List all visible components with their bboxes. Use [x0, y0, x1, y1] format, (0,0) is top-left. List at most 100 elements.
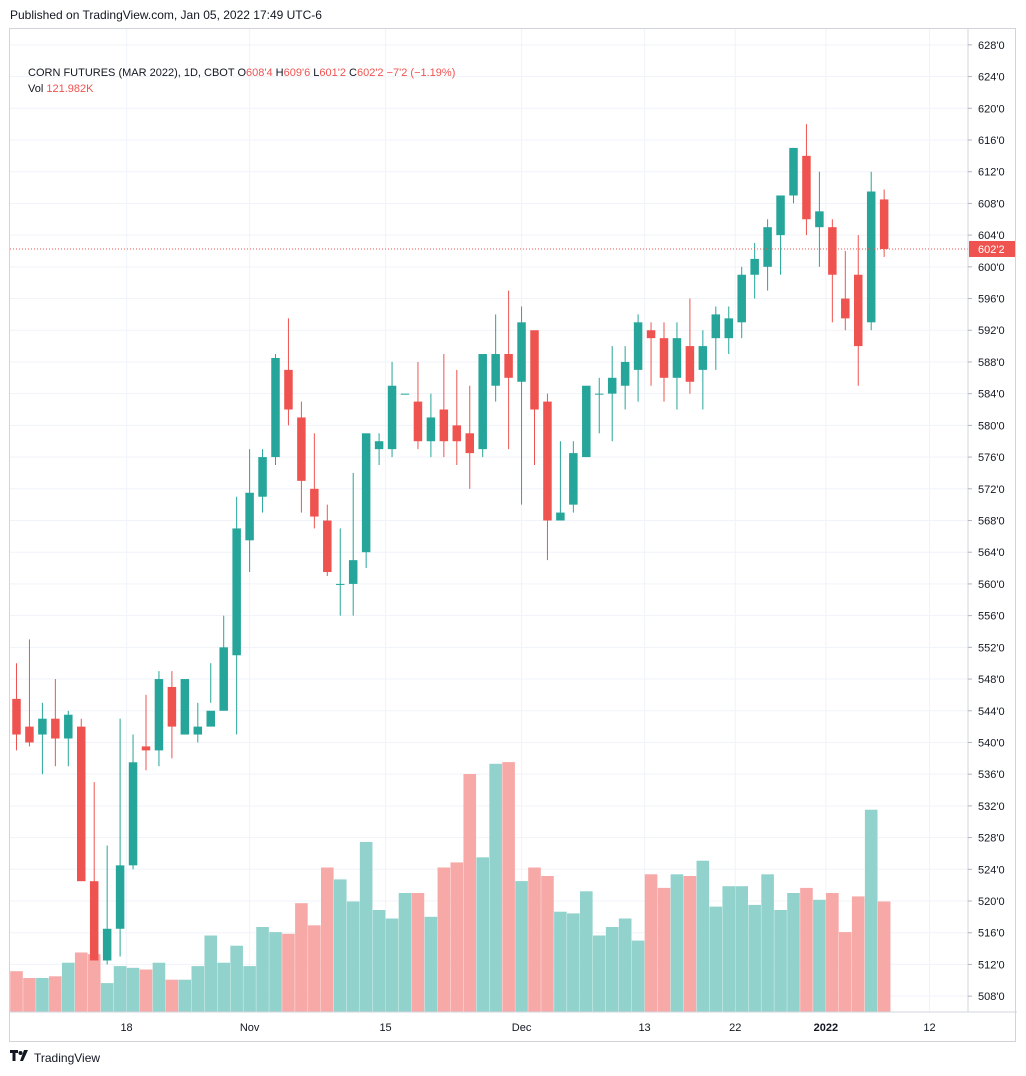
candle: [206, 663, 215, 727]
candle: [452, 369, 462, 466]
y-tick-label: 620'0: [978, 103, 1005, 115]
candle: [802, 124, 811, 236]
y-tick-label: 544'0: [978, 706, 1005, 718]
candle-body: [582, 385, 591, 458]
close-value: 602'2: [356, 67, 384, 79]
candle-body: [504, 354, 513, 378]
x-axis[interactable]: 18 Nov 15 Dec 13 22 2022 12: [10, 1011, 1017, 1034]
volume-bar: [489, 763, 502, 1012]
volume-bar: [152, 962, 166, 1012]
x-tick-label: Nov: [240, 1022, 260, 1034]
volume-bar: [372, 910, 386, 1012]
volume-bar: [851, 896, 865, 1012]
candle-body: [128, 762, 138, 866]
volume-bar: [411, 893, 425, 1012]
candle: [491, 314, 500, 402]
last-price-badge: [969, 240, 1015, 257]
high-label: H: [275, 67, 284, 79]
candle-body: [633, 322, 643, 370]
y-tick-label: 596'0: [978, 294, 1005, 306]
candle-body: [167, 686, 177, 727]
candle-body: [232, 528, 241, 656]
y-tick-label: 584'0: [978, 389, 1005, 401]
candle-body: [180, 679, 190, 735]
candle: [569, 441, 578, 513]
close-label: C: [349, 67, 357, 79]
volume-bar: [528, 867, 541, 1012]
y-tick-label: 552'0: [978, 642, 1005, 654]
candle-body: [400, 393, 410, 395]
candle-body: [750, 258, 759, 275]
candlesticks: [12, 124, 889, 965]
volume-bar: [204, 935, 218, 1012]
candle-body: [89, 881, 99, 961]
tradingview-brand-text: TradingView: [34, 1050, 101, 1065]
candle-body: [659, 338, 669, 378]
volume-bar: [709, 906, 723, 1012]
volume-value: 121.982K: [46, 83, 94, 95]
candle-body: [802, 155, 811, 220]
volume-bar: [826, 893, 839, 1012]
candle-body: [102, 928, 112, 961]
y-tick-label: 572'0: [978, 484, 1005, 496]
candle: [659, 322, 669, 402]
y-tick-label: 600'0: [978, 262, 1005, 274]
candle-body: [115, 865, 125, 929]
y-tick-label: 524'0: [978, 864, 1005, 876]
volume-label: Vol: [28, 83, 44, 95]
candle-body: [439, 409, 449, 442]
candle-body: [724, 318, 733, 339]
candle: [672, 322, 682, 410]
candle: [879, 189, 889, 257]
candle-body: [387, 385, 397, 450]
volume-bar: [541, 876, 554, 1012]
candle: [711, 306, 721, 370]
volume-bar: [385, 918, 399, 1012]
grid-lines: [10, 29, 968, 1012]
candle: [439, 354, 449, 458]
candle-body: [361, 433, 371, 553]
candle-body: [141, 746, 151, 751]
volume-bar: [800, 887, 813, 1012]
y-tick-label: 540'0: [978, 737, 1005, 749]
volume-bar: [424, 916, 438, 1012]
volume-bar: [113, 966, 127, 1012]
candle: [297, 401, 306, 513]
candle-body: [284, 369, 293, 410]
candle-body: [854, 274, 863, 347]
candle-body: [698, 346, 708, 370]
volume-bar: [346, 901, 360, 1012]
legend: CORN FUTURES (MAR 2022), 1D, CBOT O608'4…: [28, 65, 455, 97]
volume-bar: [631, 940, 645, 1012]
candle: [387, 361, 397, 458]
candle-body: [219, 647, 228, 711]
volume-bar: [87, 954, 101, 1012]
volume-bar: [864, 809, 878, 1012]
candle: [763, 219, 772, 291]
candle: [841, 250, 850, 331]
candle: [724, 306, 733, 355]
candle-body: [841, 298, 850, 319]
legend-ohlc-row: CORN FUTURES (MAR 2022), 1D, CBOT O608'4…: [28, 65, 455, 81]
volume-bar: [126, 967, 140, 1012]
y-tick-label: 612'0: [978, 167, 1005, 179]
y-tick-label: 608'0: [978, 198, 1005, 210]
candle: [180, 679, 190, 735]
volume-bar: [333, 879, 347, 1012]
volume-bar: [696, 860, 710, 1012]
candle: [12, 663, 21, 751]
y-tick-label: 624'0: [978, 72, 1005, 84]
y-tick-label: 548'0: [978, 674, 1005, 686]
chart-canvas[interactable]: 508'0 512'0 516'0 520'0 524'0 528'0 532'0 536'0…: [10, 29, 1017, 1043]
candle: [64, 710, 73, 767]
y-axis[interactable]: 508'0 512'0 516'0 520'0 524'0 528'0 532'0 536'0…: [967, 29, 1015, 1012]
candle: [232, 496, 241, 735]
volume-bar: [295, 903, 308, 1012]
volume-bar: [191, 966, 205, 1012]
candle-body: [543, 401, 552, 521]
volume-bar: [657, 887, 671, 1012]
candle-body: [452, 425, 462, 442]
volume-bar: [282, 933, 295, 1012]
volume-bar: [877, 901, 891, 1012]
chart-frame[interactable]: 508'0 512'0 516'0 520'0 524'0 528'0 532'0 536'0…: [9, 28, 1017, 1043]
